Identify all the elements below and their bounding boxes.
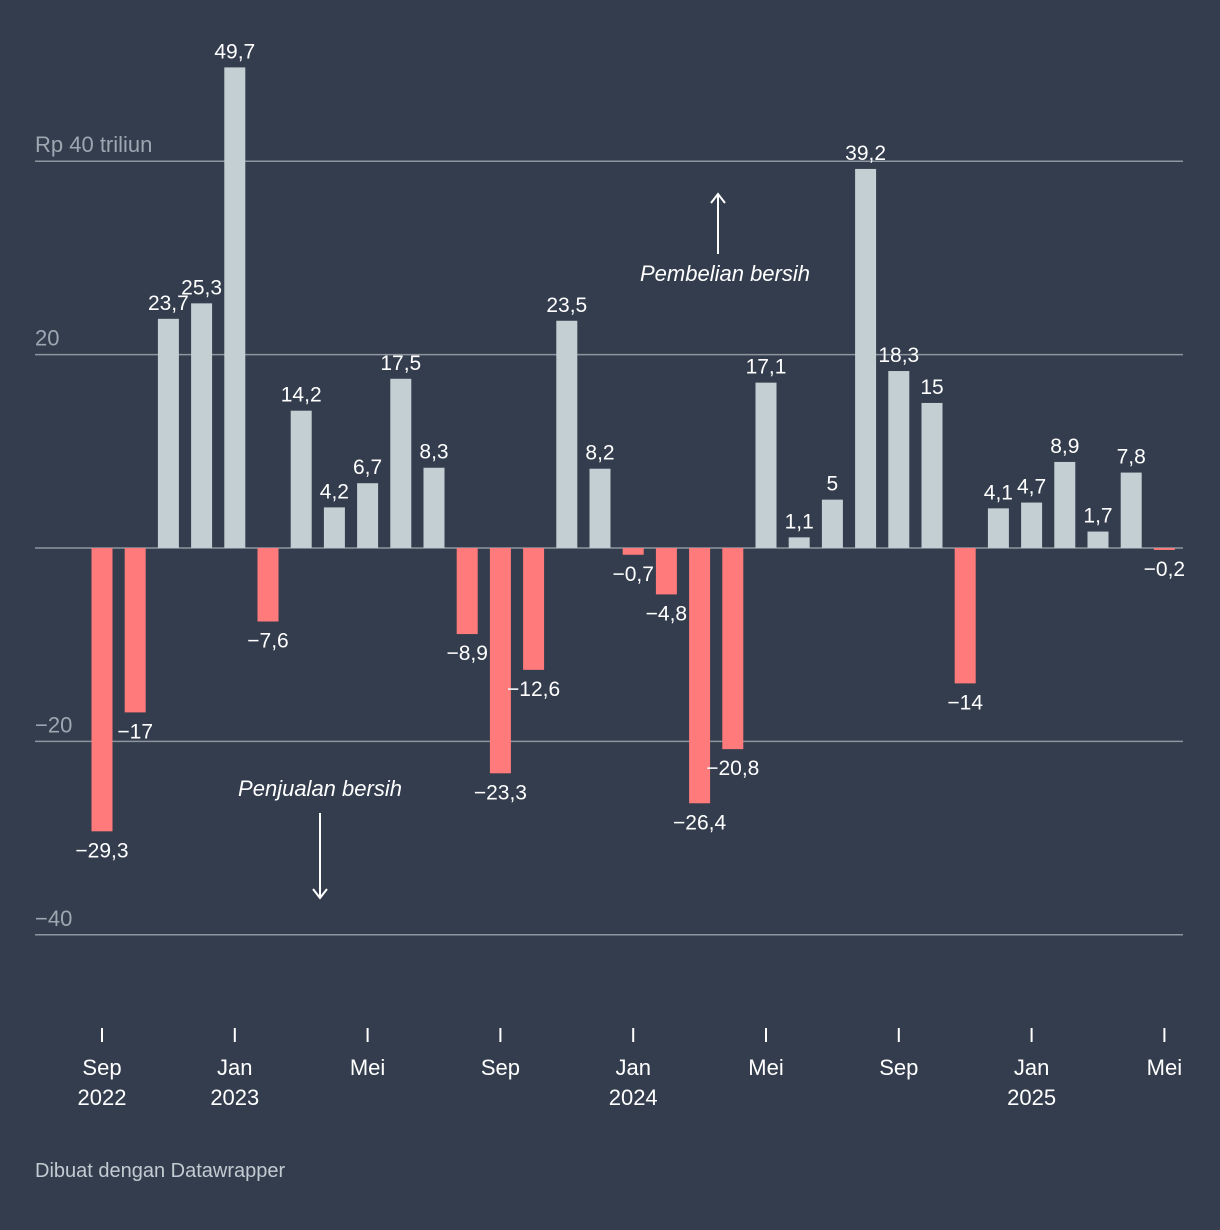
bar — [1021, 502, 1043, 548]
x-tick-label: Mei — [350, 1055, 385, 1080]
data-label: 1,7 — [1083, 505, 1112, 528]
data-label: −14 — [947, 691, 983, 714]
bar — [290, 410, 312, 548]
x-tick-year: 2023 — [210, 1085, 259, 1110]
x-axis: Sep 2022 Jan 2023 Mei Sep Jan 2024 Mei Sep Jan 2025… — [78, 1028, 1182, 1110]
bar — [1153, 548, 1175, 550]
bar — [622, 548, 644, 555]
data-label: −12,6 — [507, 678, 560, 701]
data-label: −8,9 — [446, 642, 487, 665]
data-label: −20,8 — [706, 757, 759, 780]
data-label: 4,2 — [320, 480, 349, 503]
annotation-negative: Penjualan bersih — [238, 776, 402, 801]
data-label: 5 — [827, 473, 839, 496]
data-label: 8,2 — [585, 442, 614, 465]
bar — [224, 67, 246, 548]
data-label: 4,1 — [984, 481, 1013, 504]
annotation-positive: Pembelian bersih — [640, 261, 810, 286]
data-label: 39,2 — [845, 142, 886, 165]
bar — [722, 548, 744, 750]
bar — [855, 168, 877, 548]
bar — [1087, 531, 1109, 548]
bar — [1120, 472, 1142, 548]
bar — [1054, 461, 1076, 548]
bar — [556, 320, 578, 548]
data-label: −29,3 — [75, 839, 128, 862]
data-label: 7,8 — [1117, 446, 1146, 469]
data-label: 18,3 — [878, 344, 919, 367]
x-tick-label: Mei — [1147, 1055, 1182, 1080]
y-tick-label: −40 — [35, 906, 72, 931]
bar — [390, 378, 412, 548]
bar — [357, 483, 379, 548]
arrow-down-head — [312, 888, 328, 900]
x-tick-label: Sep — [879, 1055, 918, 1080]
bar — [589, 468, 611, 548]
data-label: −0,2 — [1144, 558, 1185, 581]
x-tick-label: Jan — [615, 1055, 650, 1080]
x-tick-year: 2025 — [1007, 1085, 1056, 1110]
data-label: 14,2 — [281, 384, 322, 407]
bar — [91, 548, 113, 832]
data-label: 15 — [920, 376, 943, 399]
x-tick-label: Jan — [1014, 1055, 1049, 1080]
bar — [755, 382, 777, 548]
bar — [523, 548, 545, 670]
bar — [157, 318, 179, 548]
y-tick-label: −20 — [35, 712, 72, 737]
data-label: −26,4 — [673, 811, 726, 834]
bar — [456, 548, 478, 635]
data-label: 6,7 — [353, 456, 382, 479]
x-tick-label: Mei — [748, 1055, 783, 1080]
data-label: 23,5 — [546, 294, 587, 317]
bars — [91, 67, 1175, 832]
data-label: −4,8 — [646, 602, 687, 625]
data-label: 8,3 — [419, 441, 448, 464]
bar — [788, 537, 810, 548]
x-tick-label: Jan — [217, 1055, 252, 1080]
y-axis-ticks: Rp 40 triliun 20 −20 −40 — [35, 132, 152, 931]
bar — [124, 548, 146, 713]
bar — [257, 548, 279, 622]
data-label: 17,1 — [746, 356, 787, 379]
x-tick-year: 2024 — [609, 1085, 658, 1110]
bar — [987, 508, 1009, 548]
data-label: 17,5 — [380, 352, 421, 375]
data-label: 23,7 — [148, 292, 189, 315]
y-tick-label: Rp 40 triliun — [35, 132, 152, 157]
arrow-up-head — [710, 192, 726, 204]
bar — [954, 548, 976, 684]
bar — [689, 548, 711, 804]
data-labels: −29,3 −17 23,725,3 49,7 −7,6 14,2 4,26,7 17,5 8,… — [75, 40, 1185, 862]
x-tick-label: Sep — [481, 1055, 520, 1080]
bar — [423, 467, 445, 548]
annotations: Pembelian bersih Penjualan bersih — [238, 192, 810, 900]
bar — [655, 548, 677, 595]
data-label: 25,3 — [181, 276, 222, 299]
data-label: 1,1 — [785, 510, 814, 533]
data-label: −0,7 — [612, 563, 653, 586]
footer-credit: Dibuat dengan Datawrapper — [35, 1160, 286, 1182]
data-label: −23,3 — [474, 781, 527, 804]
bar — [191, 303, 213, 548]
x-tick-year: 2022 — [78, 1085, 127, 1110]
bar — [821, 499, 843, 548]
data-label: −7,6 — [247, 629, 288, 652]
y-tick-label: 20 — [35, 326, 59, 351]
bar — [489, 548, 511, 774]
data-label: 4,7 — [1017, 476, 1046, 499]
bar — [921, 402, 943, 548]
bar — [888, 371, 910, 548]
data-label: 8,9 — [1050, 435, 1079, 458]
x-tick-label: Sep — [82, 1055, 121, 1080]
bar — [323, 507, 345, 548]
data-label: 49,7 — [214, 40, 255, 63]
data-label: −17 — [117, 720, 153, 743]
